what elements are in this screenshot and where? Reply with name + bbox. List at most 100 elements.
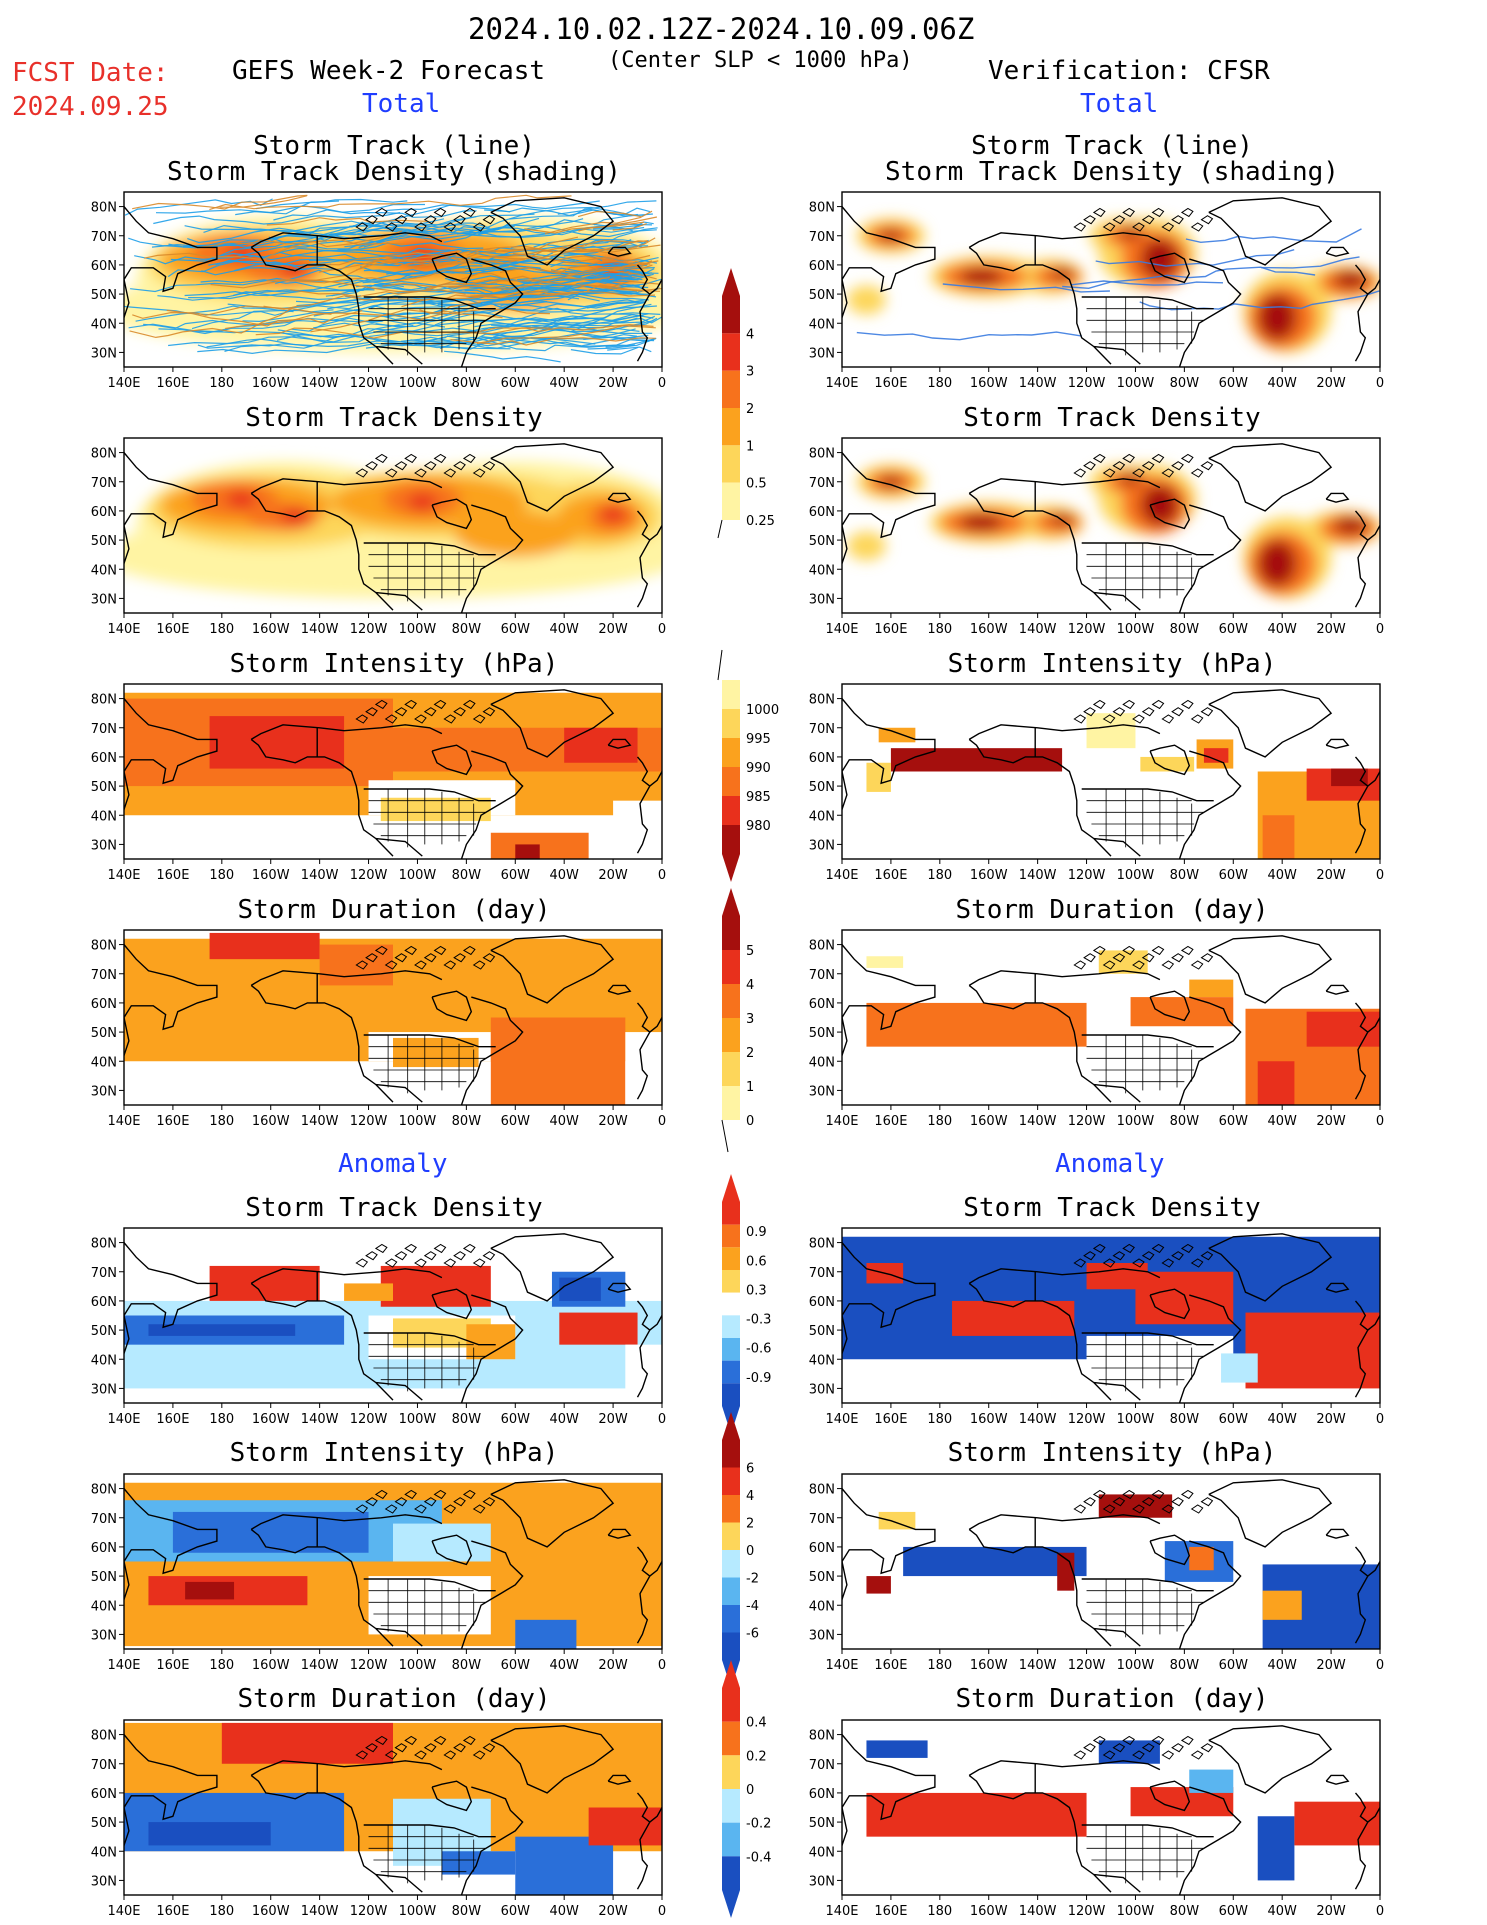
left-column-title: GEFS Week-2 Forecast — [232, 56, 546, 86]
lon-tick-label: 40W — [1267, 1904, 1297, 1919]
map-panel-anom-density-fcst: 140E 160E 180 160W 140W 120W 100W 80W 60W 40W 20W 0… — [91, 1227, 666, 1427]
lon-tick-label: 160W — [970, 1904, 1008, 1919]
lon-tick-label: 60W — [1219, 1658, 1249, 1673]
lat-tick-label: 50N — [91, 780, 117, 795]
lon-tick-label: 100W — [399, 1114, 437, 1129]
panel-title-anom-intensity-fcst: Storm Intensity (hPa) — [229, 1438, 559, 1468]
lat-tick-label: 60N — [809, 1541, 835, 1556]
lon-tick-label: 0 — [658, 622, 666, 637]
colorbar-label: 0.3 — [746, 1283, 767, 1298]
lat-tick-label: 80N — [809, 1237, 835, 1252]
lon-tick-label: 160E — [874, 868, 907, 883]
colorbar-label: 0.25 — [746, 514, 775, 529]
lat-tick-label: 70N — [809, 1758, 835, 1773]
lon-tick-label: 140W — [1019, 1412, 1057, 1427]
lat-tick-label: 80N — [809, 693, 835, 708]
lon-tick-label: 20W — [598, 622, 628, 637]
lon-tick-label: 40W — [1267, 868, 1297, 883]
lon-tick-label: 180 — [209, 868, 234, 883]
lat-tick-label: 40N — [809, 1353, 835, 1368]
lat-tick-label: 60N — [809, 751, 835, 766]
lon-tick-label: 120W — [1068, 622, 1106, 637]
lon-tick-label: 140E — [825, 376, 858, 391]
lat-tick-label: 30N — [809, 1084, 835, 1099]
colorbar-label: 0 — [746, 1544, 754, 1559]
lon-tick-label: 140W — [1019, 376, 1057, 391]
colorbar-label: 0.5 — [746, 477, 767, 492]
lat-tick-label: 70N — [91, 230, 117, 245]
lat-tick-label: 60N — [809, 997, 835, 1012]
lon-tick-label: 60W — [1219, 622, 1249, 637]
lon-tick-label: 180 — [209, 1658, 234, 1673]
lon-tick-label: 160E — [156, 622, 189, 637]
colorbar-anom_intensity: 6 4 2 0 -2 -4 -6 — [722, 1412, 759, 1688]
lon-tick-label: 160W — [252, 1412, 290, 1427]
lat-tick-label: 50N — [91, 1570, 117, 1585]
colorbar-label: 0 — [746, 1783, 754, 1798]
lon-tick-label: 160E — [156, 376, 189, 391]
lon-tick-label: 180 — [209, 1412, 234, 1427]
panel-title-anom-density-ver: Storm Track Density — [963, 1193, 1261, 1223]
lon-tick-label: 100W — [1117, 1658, 1155, 1673]
lon-tick-label: 40W — [549, 1904, 579, 1919]
lon-tick-label: 120W — [1068, 376, 1106, 391]
lon-tick-label: 0 — [1376, 1114, 1384, 1129]
map-panel-track-line-ver: 140E 160E 180 160W 140W 120W 100W 80W 60W 40W 20W 0… — [809, 191, 1384, 391]
lat-tick-label: 60N — [809, 505, 835, 520]
lon-tick-label: 120W — [1068, 1114, 1106, 1129]
lon-tick-label: 140E — [107, 376, 140, 391]
lat-tick-label: 40N — [91, 1845, 117, 1860]
lat-tick-label: 40N — [809, 563, 835, 578]
lat-tick-label: 50N — [91, 1324, 117, 1339]
lat-tick-label: 60N — [91, 751, 117, 766]
lon-tick-label: 140E — [825, 1412, 858, 1427]
lon-tick-label: 140E — [825, 622, 858, 637]
lon-tick-label: 120W — [350, 376, 388, 391]
colorbar-label: 5 — [746, 944, 754, 959]
lon-tick-label: 20W — [1316, 1904, 1346, 1919]
lon-tick-label: 120W — [350, 622, 388, 637]
lon-tick-label: 120W — [1068, 868, 1106, 883]
colorbar-anom_duration: 0.4 0.2 0 -0.2 -0.4 — [722, 1660, 771, 1918]
lon-tick-label: 40W — [549, 868, 579, 883]
lon-tick-label: 0 — [1376, 868, 1384, 883]
lon-tick-label: 100W — [1117, 868, 1155, 883]
lon-tick-label: 80W — [452, 1904, 482, 1919]
lat-tick-label: 40N — [809, 1055, 835, 1070]
lon-tick-label: 20W — [1316, 376, 1346, 391]
lon-tick-label: 140W — [301, 376, 339, 391]
colorbar-label: 4 — [746, 1489, 754, 1504]
lon-tick-label: 120W — [1068, 1412, 1106, 1427]
lon-tick-label: 160E — [156, 1114, 189, 1129]
lat-tick-label: 70N — [809, 1512, 835, 1527]
lon-tick-label: 20W — [598, 1904, 628, 1919]
lon-tick-label: 100W — [1117, 1412, 1155, 1427]
lon-tick-label: 20W — [1316, 1412, 1346, 1427]
lon-tick-label: 100W — [399, 1904, 437, 1919]
lon-tick-label: 140W — [1019, 1114, 1057, 1129]
lon-tick-label: 40W — [549, 1412, 579, 1427]
lat-tick-label: 40N — [91, 563, 117, 578]
lat-tick-label: 30N — [91, 1874, 117, 1889]
lon-tick-label: 80W — [1170, 1904, 1200, 1919]
panel-title-duration-ver: Storm Duration (day) — [955, 895, 1269, 925]
lon-tick-label: 140W — [301, 1658, 339, 1673]
map-panel-track-line-fcst: 140E 160E 180 160W 140W 120W 100W 80W 60W 40W 20W 0… — [91, 191, 666, 391]
lat-tick-label: 70N — [91, 722, 117, 737]
lon-tick-label: 20W — [598, 1658, 628, 1673]
lon-tick-label: 120W — [350, 868, 388, 883]
colorbar-duration: 5 4 3 2 1 0 — [722, 888, 754, 1129]
colorbar-label: 980 — [746, 819, 771, 834]
lon-tick-label: 40W — [549, 1114, 579, 1129]
lon-tick-label: 140E — [825, 1904, 858, 1919]
map-panel-anom-intensity-fcst: 140E 160E 180 160W 140W 120W 100W 80W 60W 40W 20W 0… — [91, 1473, 666, 1673]
lon-tick-label: 80W — [1170, 1412, 1200, 1427]
lat-tick-label: 60N — [91, 997, 117, 1012]
lat-tick-label: 30N — [91, 346, 117, 361]
lon-tick-label: 180 — [927, 1904, 952, 1919]
lon-tick-label: 0 — [658, 1904, 666, 1919]
lon-tick-label: 120W — [350, 1412, 388, 1427]
lat-tick-label: 70N — [91, 1512, 117, 1527]
lon-tick-label: 80W — [452, 1412, 482, 1427]
colorbar-intensity: 1000 995 990 985 980 — [722, 680, 779, 882]
